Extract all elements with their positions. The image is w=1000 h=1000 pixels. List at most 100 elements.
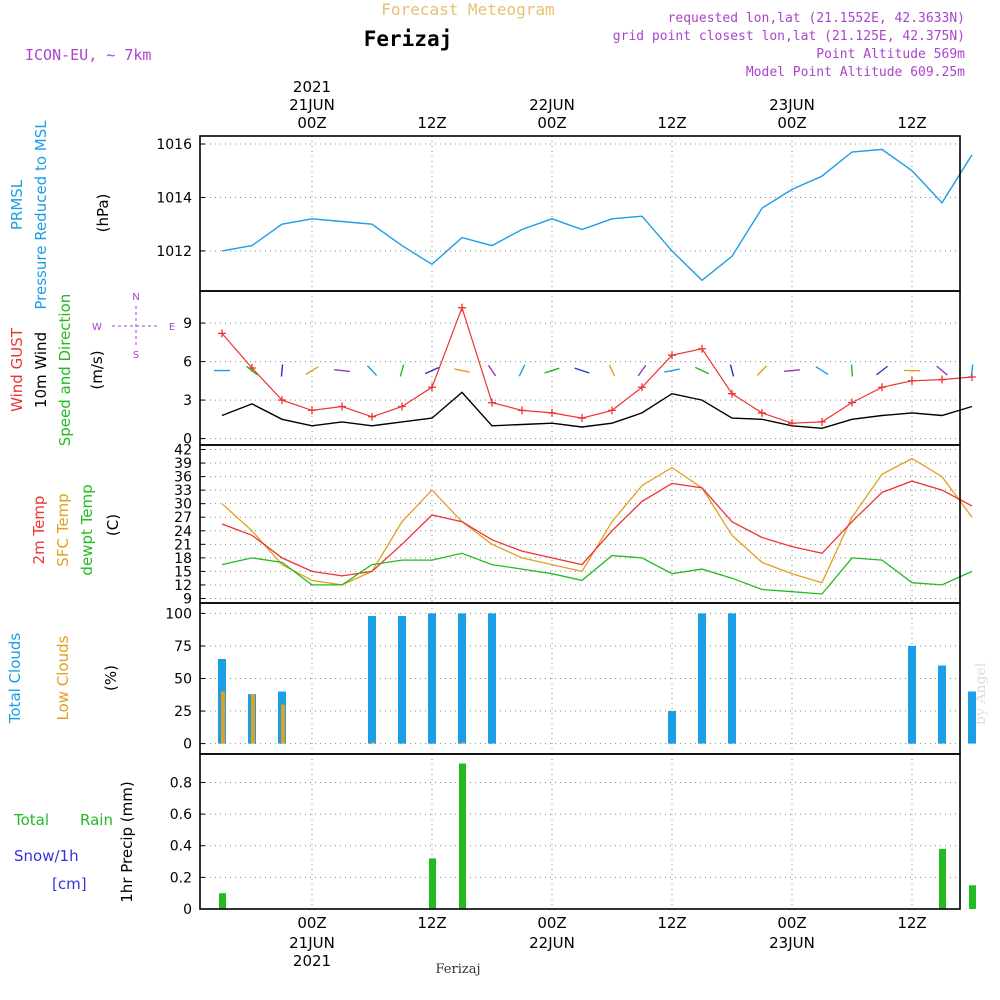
- wind-speed-label: 10m Wind: [32, 332, 50, 408]
- bottom-time-tick: 12Z: [897, 914, 926, 932]
- bottom-time-tick: 12Z: [417, 914, 446, 932]
- total-cloud-bar: [428, 613, 436, 744]
- wind-direction-arrow: [783, 369, 801, 372]
- top-time-tick: 00Z: [297, 114, 326, 132]
- bottom-time-tick: 00Z: [297, 914, 326, 932]
- compass-south-label: S: [133, 350, 139, 361]
- y-tick-label: 9: [183, 591, 192, 607]
- gust-marker: [758, 408, 766, 417]
- wind-speed-line: [221, 391, 973, 430]
- gust-marker: [278, 396, 286, 405]
- gust-marker: [488, 398, 496, 407]
- total-cloud-bar: [488, 613, 496, 744]
- gust-marker: [668, 351, 676, 360]
- top-year-label: 2021: [293, 78, 331, 96]
- gust-marker: [908, 376, 916, 385]
- wind-direction-arrow: [487, 364, 497, 377]
- bottom-date-label: 22JUN: [529, 934, 575, 952]
- y-tick-label: 0: [183, 902, 192, 918]
- top-date-label: 23JUN: [769, 96, 815, 114]
- y-tick-label: 0.2: [170, 870, 192, 886]
- y-tick-label: 30: [174, 497, 192, 513]
- low-cloud-bar: [461, 742, 465, 744]
- y-tick-label: 0: [183, 737, 192, 753]
- compass-cross: [112, 306, 160, 348]
- wind-direction-arrow: [637, 364, 647, 377]
- gust-marker: [848, 398, 856, 407]
- wind-direction-arrow: [970, 364, 974, 377]
- gust-marker: [608, 406, 616, 415]
- sfc-temp-line: [221, 457, 973, 586]
- gust-marker: [368, 412, 376, 421]
- gust-marker: [578, 414, 586, 423]
- total-cloud-bar: [458, 613, 466, 744]
- y-tick-label: 12: [174, 578, 192, 594]
- total-cloud-bar: [398, 616, 406, 744]
- gust-marker: [218, 329, 226, 338]
- y-tick-label: 42: [174, 443, 192, 459]
- y-tick-label: 25: [174, 704, 192, 720]
- total-cloud-bar: [368, 616, 376, 744]
- gust-marker: [638, 383, 646, 392]
- low-cloud-bar: [281, 704, 285, 744]
- gust-marker: [938, 375, 946, 384]
- y-tick-label: 27: [174, 510, 192, 526]
- precip-total-label: Total: [13, 811, 49, 829]
- y-tick-label: 0.6: [170, 807, 192, 823]
- precip-snow-unit: [cm]: [52, 875, 87, 893]
- total-cloud-bar: [668, 711, 676, 744]
- y-tick-label: 24: [174, 524, 192, 540]
- product-title: Forecast Meteogram: [381, 0, 554, 19]
- wind-direction-arrow: [544, 367, 560, 374]
- y-tick-label: 0: [183, 432, 192, 448]
- low-cloud-bar: [221, 691, 225, 744]
- wind-direction-arrow: [694, 366, 710, 375]
- y-tick-label: 50: [174, 672, 192, 688]
- gust-marker: [308, 406, 316, 415]
- y-tick-label: 100: [165, 606, 192, 622]
- wind-direction-arrow: [305, 366, 319, 375]
- y-tick-label: 3: [183, 393, 192, 409]
- y-tick-label: 21: [174, 537, 192, 553]
- gust-marker: [818, 417, 826, 426]
- precip-snow-label: Snow/1h: [14, 847, 79, 865]
- wind-gust-line: [221, 305, 973, 424]
- temp-dewpt-label: dewpt Temp: [78, 484, 96, 575]
- precip-axis-label: 1hr Precip (mm): [118, 781, 136, 902]
- compass-west-label: W: [92, 322, 102, 333]
- wind-direction-arrow: [424, 366, 440, 375]
- grid-location: grid point closest lon,lat (21.125E, 42.…: [613, 29, 965, 44]
- footer-place: Ferizaj: [435, 962, 480, 977]
- compass-east-label: E: [169, 322, 175, 333]
- y-tick-label: 1014: [156, 190, 192, 206]
- wind-direction-arrow: [280, 364, 284, 377]
- y-tick-label: 15: [174, 564, 192, 580]
- bottom-time-tick: 00Z: [537, 914, 566, 932]
- panel-frame-precip: [199, 753, 961, 910]
- rain-bar: [969, 885, 976, 909]
- wind-direction-arrow: [756, 365, 768, 376]
- top-time-tick: 12Z: [417, 114, 446, 132]
- credit-watermark: by Angel: [973, 662, 989, 725]
- wind-direction-arrow: [246, 365, 258, 376]
- wind-gust-label: Wind GUST: [8, 327, 26, 412]
- top-time-tick: 12Z: [897, 114, 926, 132]
- gust-marker: [788, 419, 796, 428]
- dewpt-line: [221, 552, 973, 595]
- y-tick-label: 0.8: [170, 775, 192, 791]
- gust-marker: [428, 383, 436, 392]
- pressure-label-short: PRMSL: [8, 179, 26, 230]
- low-cloud-bar: [251, 694, 255, 744]
- wind-direction-arrow: [518, 364, 526, 377]
- y-tick-label: 39: [174, 456, 192, 472]
- total-cloud-bar: [968, 691, 976, 744]
- total-cloud-bar: [698, 613, 706, 744]
- top-time-tick: 00Z: [777, 114, 806, 132]
- precip-rain-label: Rain: [80, 811, 113, 829]
- wind-unit: (m/s): [88, 350, 106, 389]
- top-date-label: 22JUN: [529, 96, 575, 114]
- gust-marker: [878, 383, 886, 392]
- pressure-label-long: Pressure Reduced to MSL: [32, 120, 50, 310]
- wind-direction-arrow: [729, 364, 735, 377]
